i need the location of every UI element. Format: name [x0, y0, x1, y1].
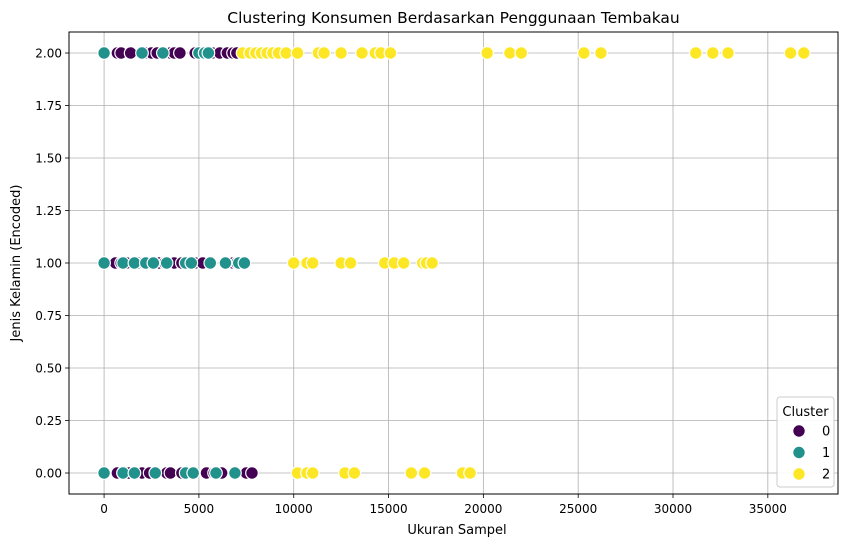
- x-tick-label: 30000: [654, 502, 692, 516]
- scatter-point-cluster-2: [463, 466, 477, 480]
- scatter-point-cluster-2: [796, 46, 811, 60]
- scatter-point-cluster-2: [334, 46, 349, 60]
- scatter-point-cluster-1: [116, 256, 130, 270]
- x-tick-label: 15000: [369, 502, 407, 516]
- scatter-point-cluster-1: [146, 256, 161, 270]
- x-tick-label: 5000: [184, 502, 215, 516]
- scatter-point-cluster-1: [127, 256, 142, 270]
- scatter-point-cluster-0: [245, 466, 259, 480]
- legend-label-2: 2: [822, 468, 830, 483]
- scatter-point-cluster-1: [228, 466, 242, 480]
- scatter-point-cluster-2: [514, 46, 529, 60]
- legend-label-0: 0: [822, 425, 830, 440]
- scatter-point-cluster-2: [688, 46, 703, 60]
- scatter-point-cluster-2: [404, 466, 419, 480]
- legend: Cluster 0 1 2: [776, 396, 835, 488]
- scatter-point-cluster-0: [163, 466, 178, 480]
- scatter-point-cluster-2: [279, 46, 294, 60]
- y-tick-label: 0.75: [35, 309, 62, 323]
- scatter-point-cluster-1: [97, 46, 111, 60]
- scatter-point-cluster-2: [425, 256, 440, 270]
- y-tick-label: 0.00: [35, 466, 62, 480]
- scatter-point-cluster-2: [576, 46, 591, 60]
- scatter-point-cluster-2: [286, 256, 301, 270]
- scatter-point-cluster-0: [123, 46, 138, 60]
- scatter-point-cluster-2: [783, 46, 798, 60]
- y-tick-label: 1.00: [35, 256, 62, 270]
- scatter-point-cluster-2: [594, 46, 608, 60]
- x-axis-label: Ukuran Sampel: [407, 523, 506, 538]
- scatter-point-cluster-2: [347, 466, 362, 480]
- scatter-point-cluster-2: [503, 46, 517, 60]
- scatter-point-cluster-1: [201, 46, 216, 60]
- grid-lines: [69, 32, 838, 494]
- x-tick-label: 0: [100, 502, 108, 516]
- scatter-point-cluster-1: [203, 256, 218, 270]
- scatter-point-cluster-1: [135, 46, 149, 60]
- scatter-point-cluster-0: [173, 46, 187, 60]
- scatter-point-cluster-1: [97, 256, 111, 270]
- x-axis-ticks: 0 5000 10000 15000 20000 25000 30000 35000: [100, 494, 787, 516]
- scatter-point-cluster-2: [305, 466, 320, 480]
- scatter-point-cluster-1: [148, 466, 163, 480]
- x-tick-label: 35000: [749, 502, 787, 516]
- scatter-point-cluster-2: [721, 46, 735, 60]
- scatter-point-cluster-1: [116, 466, 130, 480]
- scatter-point-cluster-1: [237, 256, 252, 270]
- scatter-points: [97, 46, 811, 480]
- y-tick-label: 2.00: [35, 46, 62, 60]
- y-tick-label: 0.50: [35, 361, 62, 375]
- y-tick-label: 1.75: [35, 99, 62, 113]
- scatter-point-cluster-2: [317, 46, 331, 60]
- y-tick-label: 1.50: [35, 151, 62, 165]
- scatter-point-cluster-2: [705, 46, 720, 60]
- scatter-point-cluster-2: [290, 46, 305, 60]
- legend-title: Cluster: [782, 405, 829, 420]
- scatter-point-cluster-1: [209, 466, 223, 480]
- legend-marker-2: [792, 467, 806, 481]
- y-tick-label: 1.25: [35, 204, 62, 218]
- legend-label-1: 1: [822, 446, 830, 461]
- scatter-point-cluster-1: [186, 466, 201, 480]
- y-axis-ticks: 0.00 0.25 0.50 0.75 1.00 1.25 1.50 1.75 2.00: [35, 46, 69, 480]
- scatter-point-cluster-2: [417, 466, 432, 480]
- scatter-point-cluster-1: [97, 466, 111, 480]
- chart-title: Clustering Konsumen Berdasarkan Pengguna…: [227, 9, 679, 27]
- x-tick-label: 25000: [559, 502, 597, 516]
- scatter-point-cluster-2: [383, 46, 398, 60]
- scatter-point-cluster-2: [355, 46, 369, 60]
- scatter-point-cluster-1: [127, 466, 142, 480]
- y-axis-label: Jenis Kelamin (Encoded): [9, 185, 24, 343]
- x-tick-label: 20000: [464, 502, 502, 516]
- legend-box: [776, 396, 835, 488]
- legend-marker-1: [792, 445, 806, 460]
- legend-marker-0: [792, 424, 806, 438]
- scatter-point-cluster-2: [343, 256, 358, 270]
- scatter-point-cluster-1: [159, 256, 174, 270]
- scatter-point-cluster-2: [480, 46, 495, 60]
- scatter-point-cluster-2: [305, 256, 320, 270]
- y-tick-label: 0.25: [35, 414, 62, 428]
- scatter-point-cluster-1: [184, 256, 199, 270]
- x-tick-label: 10000: [275, 502, 313, 516]
- scatter-point-cluster-1: [218, 256, 233, 270]
- scatter-point-cluster-2: [396, 256, 411, 270]
- scatter-point-cluster-1: [155, 46, 170, 60]
